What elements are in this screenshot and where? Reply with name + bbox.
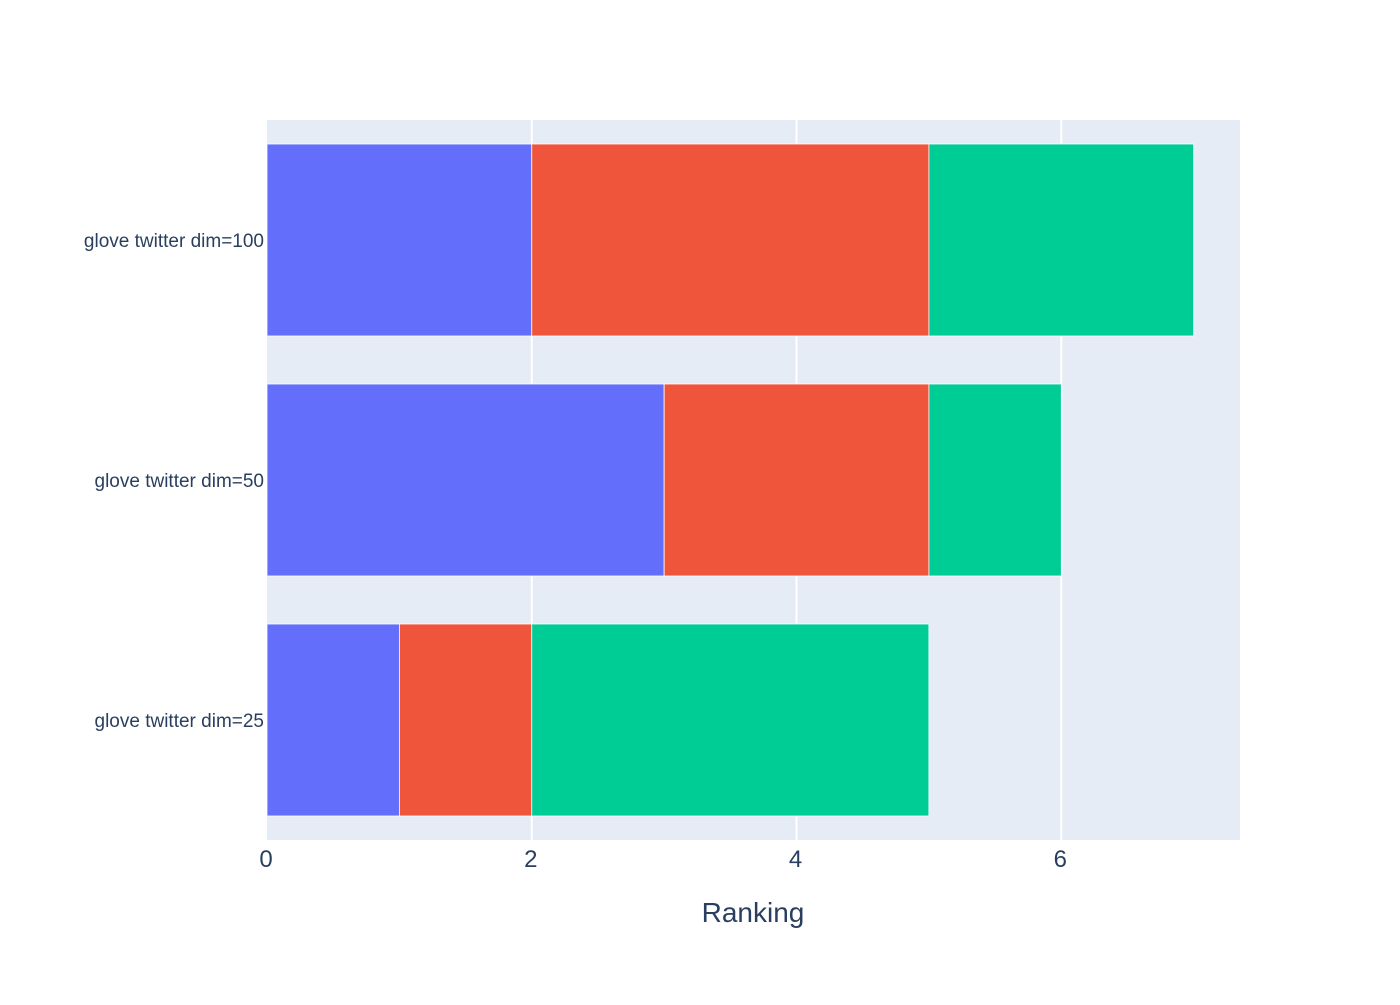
x-axis-title: Ranking [702, 897, 805, 928]
bar-segment [531, 143, 930, 337]
bar-segment [266, 383, 665, 577]
bar-segment [266, 623, 400, 817]
x-tick-label: 4 [789, 846, 802, 873]
x-axis: 0 2 4 6 [259, 846, 1067, 873]
bar-segment [398, 623, 533, 817]
y-tick-label: glove twitter dim=50 [95, 471, 265, 492]
bar-segment [663, 383, 930, 577]
x-tick-label: 0 [259, 846, 272, 873]
bar-segment [928, 383, 1062, 577]
y-tick-label: glove twitter dim=25 [95, 711, 265, 732]
y-tick-label: glove twitter dim=100 [84, 231, 264, 252]
bars [266, 143, 1195, 817]
bar-segment [928, 143, 1195, 337]
x-tick-label: 2 [524, 846, 537, 873]
x-tick-label: 6 [1054, 846, 1067, 873]
bar-segment [266, 143, 533, 337]
y-axis: glove twitter dim=25 glove twitter dim=50… [84, 231, 264, 732]
bar-segment [531, 623, 930, 817]
